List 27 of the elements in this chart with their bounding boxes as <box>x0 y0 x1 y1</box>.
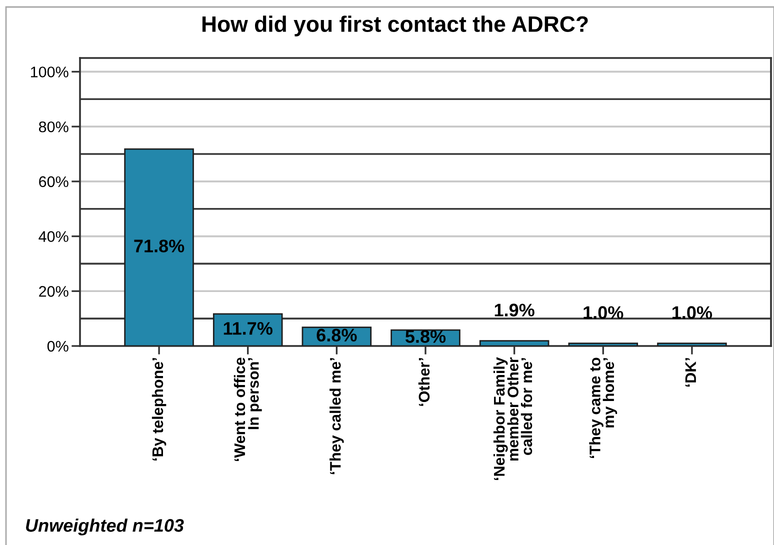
bar <box>568 342 638 346</box>
x-tick-label: ‘Neighbor Family member Other called for me’ <box>493 357 532 480</box>
y-tick-label: 20% <box>39 286 68 297</box>
bar <box>479 340 550 346</box>
y-tick-label: 100% <box>30 66 68 78</box>
y-tick-label: 60% <box>39 176 68 188</box>
chart-title: How did you first contact the ADRC? <box>202 16 588 36</box>
x-tick-label: ‘Other’ <box>418 358 430 406</box>
x-tick-label: ‘DK’ <box>685 358 696 387</box>
bar <box>212 313 283 346</box>
x-tick-label: ‘By telephone’ <box>152 358 166 460</box>
data-label: 11.7% <box>224 322 272 335</box>
y-tick-label: 40% <box>38 231 68 242</box>
x-tick-label: ‘They came to my home’ <box>589 358 618 458</box>
data-label: 1.0% <box>584 306 624 319</box>
y-tick-label: 0% <box>47 340 68 352</box>
bar <box>124 148 194 346</box>
data-label: 71.8% <box>134 240 184 252</box>
y-tick-label: 80% <box>38 121 68 132</box>
x-tick-label: ‘They called me’ <box>330 358 344 474</box>
data-label: 5.8% <box>405 330 446 343</box>
data-label: 1.9% <box>494 304 534 316</box>
data-label: 6.8% <box>316 328 357 342</box>
bar <box>657 342 727 346</box>
text: Unweighted n=103 <box>26 518 184 536</box>
data-label: 1.0% <box>672 306 712 319</box>
x-tick-label: ‘Went to office In person’ <box>234 358 262 462</box>
